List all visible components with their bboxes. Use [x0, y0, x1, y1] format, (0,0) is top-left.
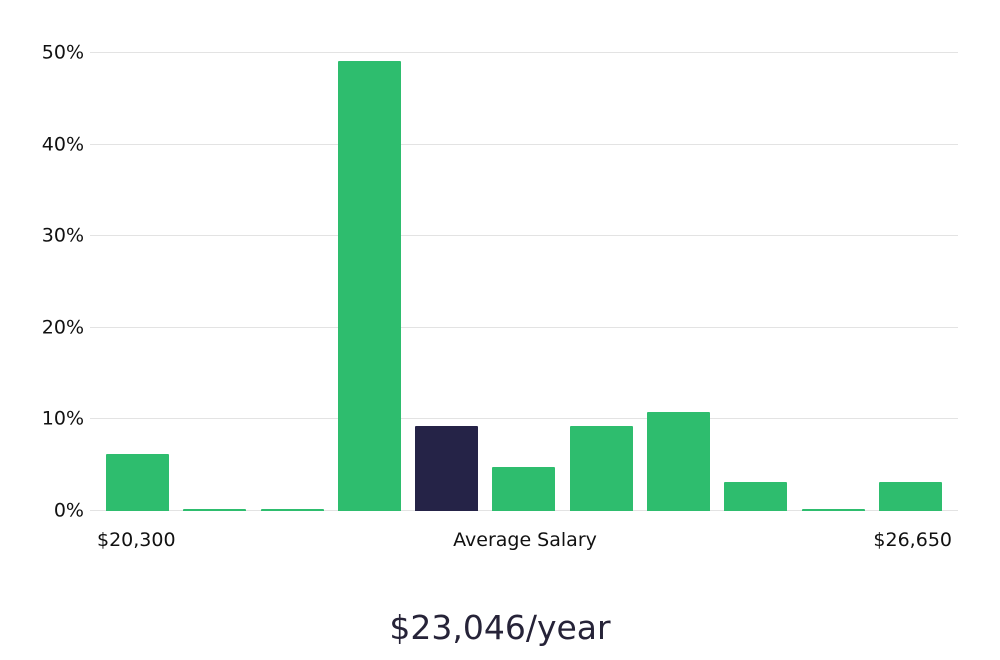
salary-bar[interactable]	[569, 425, 633, 511]
salary-bar[interactable]	[801, 509, 865, 511]
salary-bar[interactable]	[647, 412, 711, 511]
gridline	[90, 143, 958, 145]
salary-bar[interactable]	[878, 481, 942, 511]
salary-bar[interactable]	[492, 467, 556, 511]
x-label-max-salary: $26,650	[873, 529, 952, 551]
y-tick-label: 10%	[41, 407, 84, 430]
y-tick-label: 50%	[41, 41, 84, 64]
gridline	[90, 418, 958, 420]
y-tick-label: 40%	[41, 133, 84, 156]
y-axis: 0% 10% 20% 30% 40% 50%	[0, 43, 84, 520]
average-salary-bar[interactable]	[415, 425, 479, 511]
x-label-average-salary: Average Salary	[453, 529, 597, 551]
salary-bar[interactable]	[106, 454, 169, 511]
average-salary-title: $23,046/year	[389, 608, 611, 647]
bars-group	[90, 53, 958, 511]
salary-bar[interactable]	[183, 509, 247, 511]
gridline	[90, 326, 958, 328]
salary-bar[interactable]	[337, 61, 401, 511]
y-tick-label: 20%	[41, 316, 84, 339]
plot-area	[90, 52, 958, 511]
y-tick-label: 30%	[41, 224, 84, 247]
salary-bar[interactable]	[260, 509, 324, 511]
gridline	[90, 235, 958, 237]
salary-bar[interactable]	[724, 481, 788, 511]
y-tick-label: 0%	[53, 499, 84, 522]
gridline	[90, 52, 958, 53]
x-label-min-salary: $20,300	[97, 529, 176, 551]
